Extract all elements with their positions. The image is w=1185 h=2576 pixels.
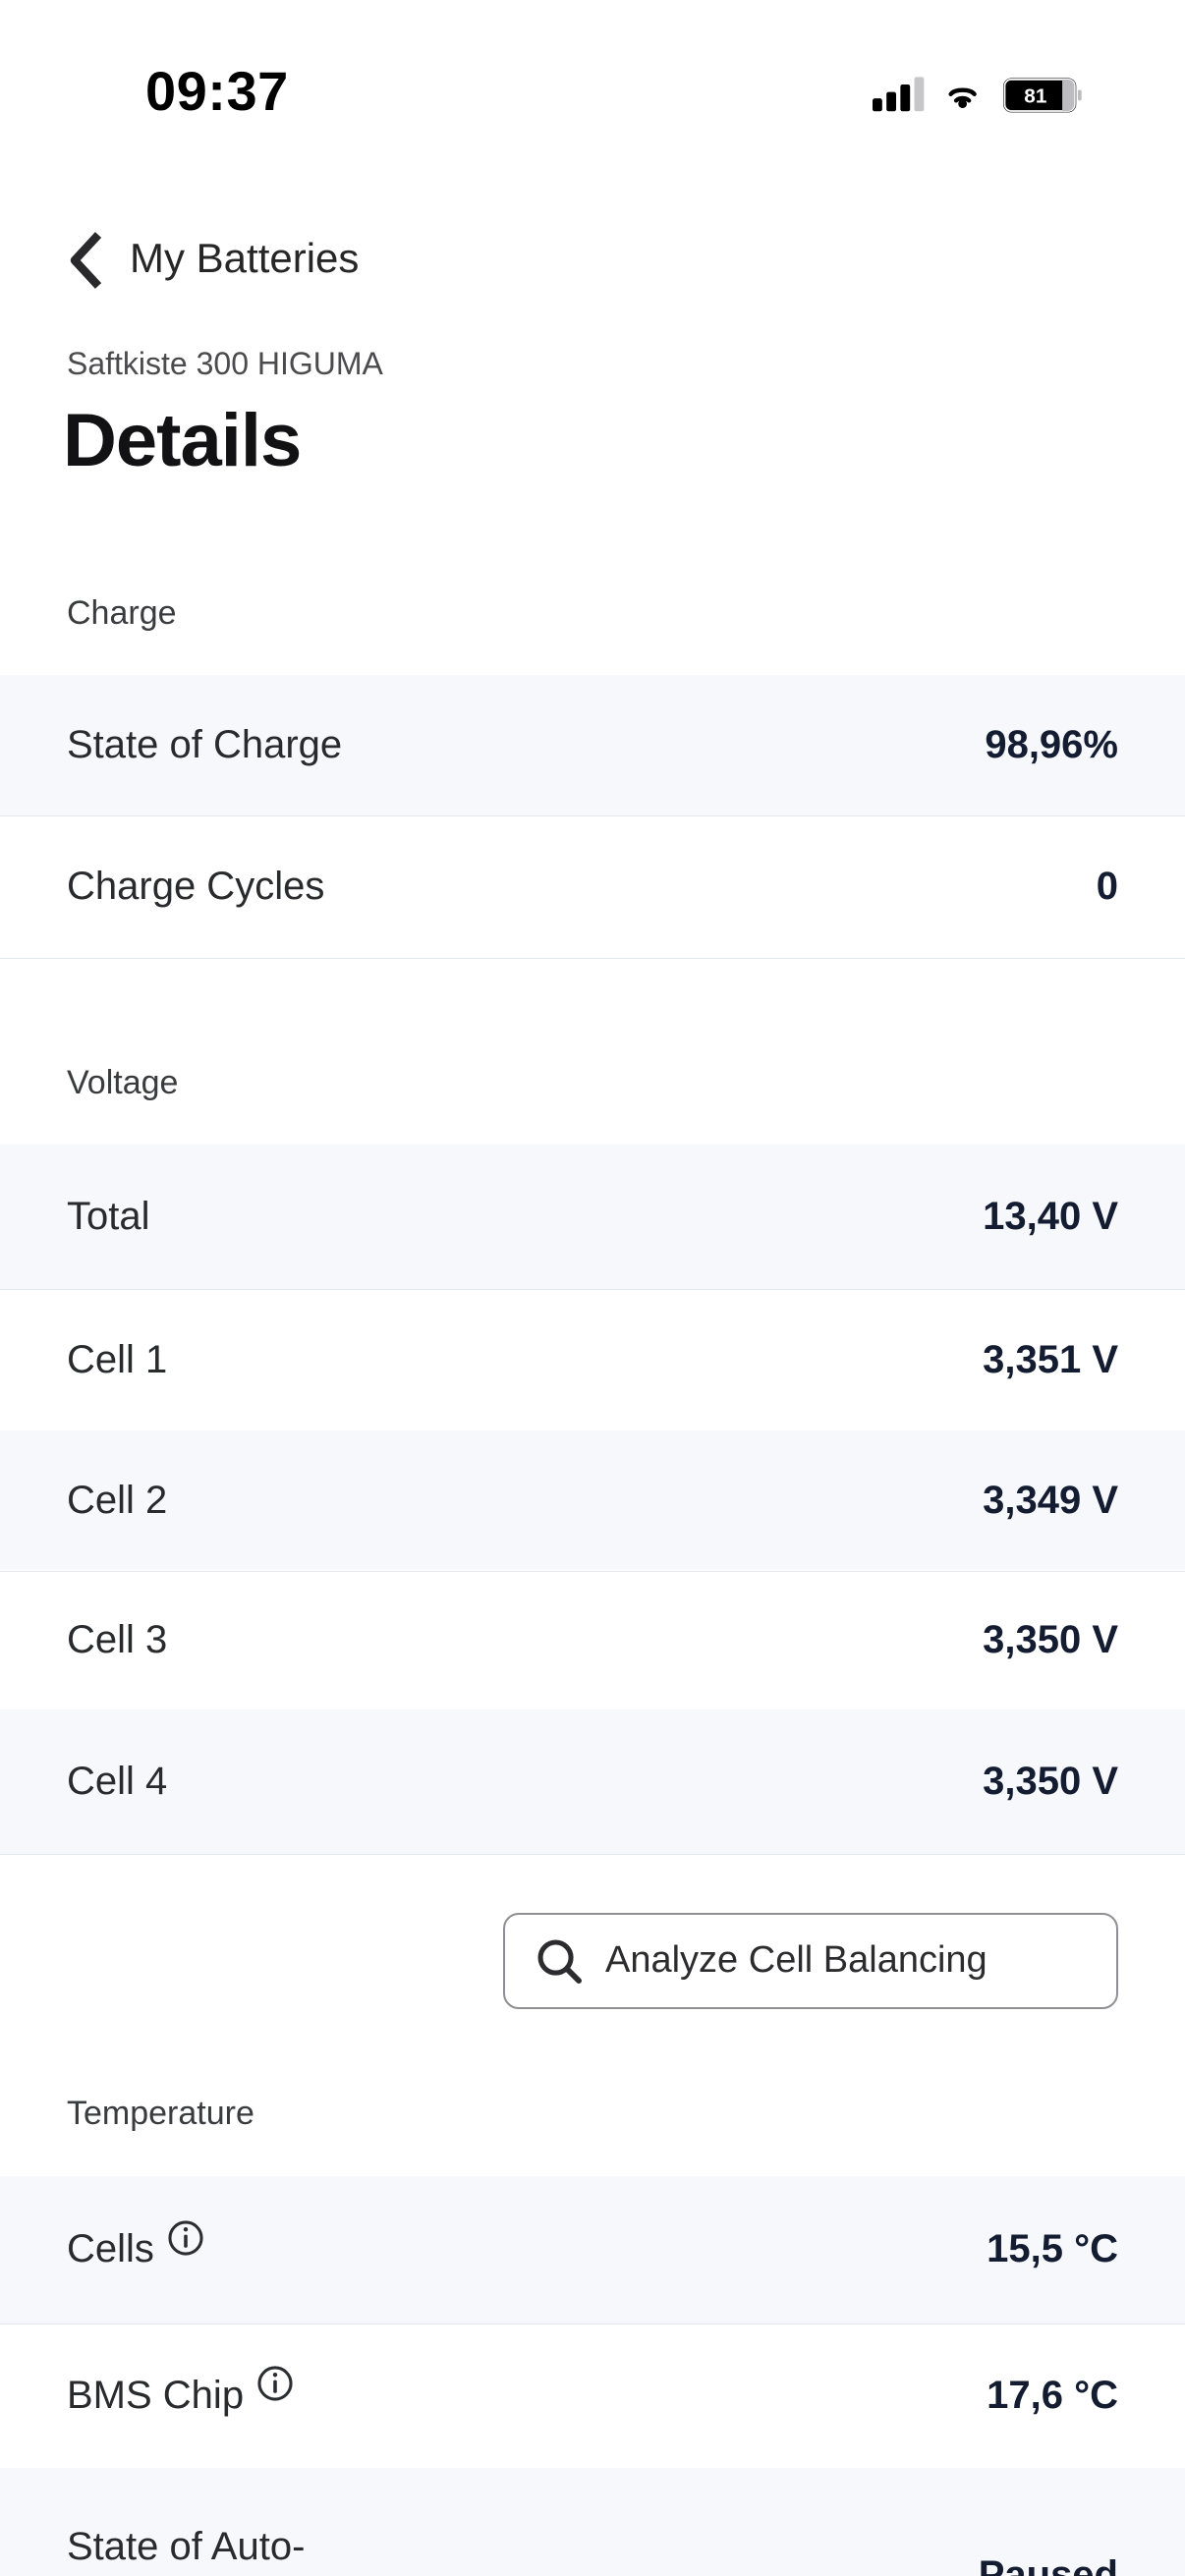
svg-text:81: 81 — [1024, 85, 1046, 108]
